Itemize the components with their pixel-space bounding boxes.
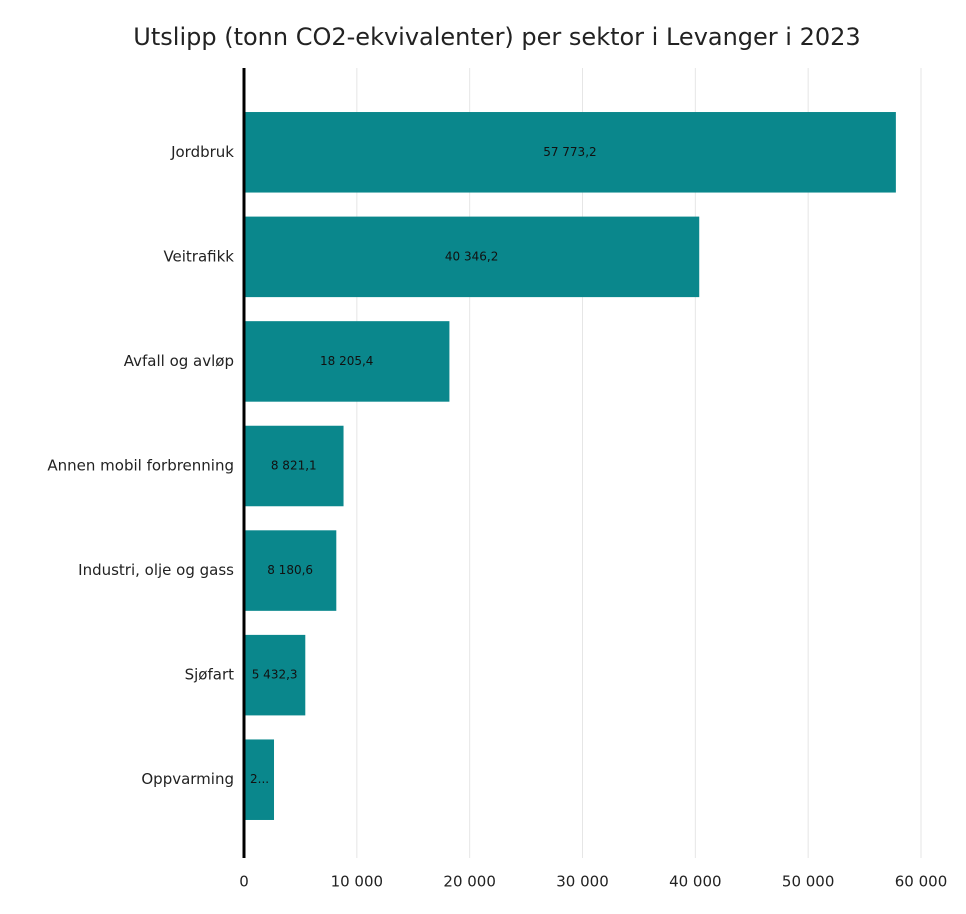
y-tick-label: Veitrafikk: [163, 247, 234, 265]
x-tick-label: 40 000: [669, 873, 722, 891]
y-tick-label: Oppvarming: [141, 770, 234, 788]
y-tick-label: Annen mobil forbrenning: [47, 457, 234, 475]
value-label: 5 432,3: [252, 668, 298, 682]
y-tick-label: Avfall og avløp: [124, 352, 234, 370]
value-label: 18 205,4: [320, 354, 373, 368]
value-label: 57 773,2: [543, 145, 596, 159]
x-tick-label: 30 000: [556, 873, 609, 891]
value-label: 8 180,6: [267, 563, 313, 577]
bar: [244, 739, 275, 820]
value-label: 8 821,1: [271, 459, 317, 473]
bar: [244, 216, 700, 298]
bar: [244, 634, 306, 716]
value-label: 40 346,2: [445, 249, 498, 263]
bar: [244, 425, 344, 507]
value-label: 2...: [250, 772, 269, 786]
bar: [244, 530, 337, 611]
chart-title: Utslipp (tonn CO2-ekvivalenter) per sekt…: [133, 23, 860, 51]
y-tick-label: Sjøfart: [185, 666, 235, 684]
y-tick-label: Industri, olje og gass: [78, 561, 234, 579]
x-tick-label: 0: [239, 873, 249, 891]
x-tick-label: 10 000: [331, 873, 384, 891]
x-tick-label: 60 000: [895, 873, 948, 891]
bar: [244, 321, 450, 402]
x-tick-label: 20 000: [443, 873, 496, 891]
x-tick-label: 50 000: [782, 873, 835, 891]
bar: [244, 112, 896, 193]
y-tick-label: Jordbruk: [170, 143, 234, 161]
